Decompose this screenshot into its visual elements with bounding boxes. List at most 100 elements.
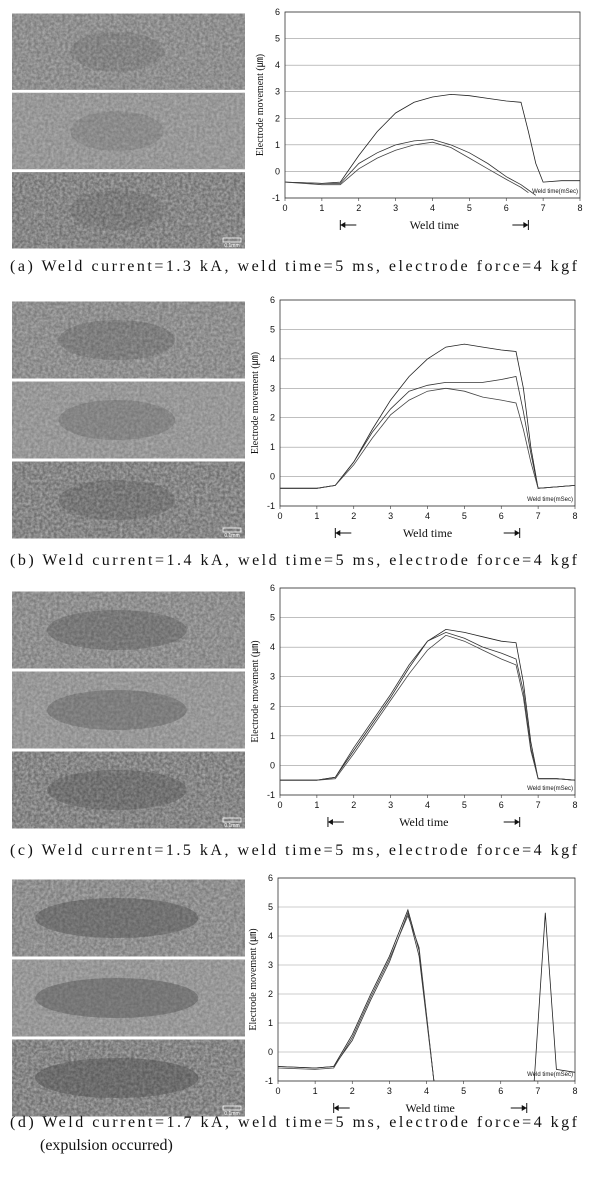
y-tick-label: -1: [272, 193, 280, 203]
series-line: [277, 911, 435, 1082]
x-tick-label: 6: [504, 203, 509, 213]
y-tick-label: 2: [275, 113, 280, 123]
x-tick-label: 2: [356, 203, 361, 213]
micrograph-texture: [12, 461, 245, 539]
y-tick-label: 1: [268, 1018, 273, 1028]
y-tick-label: 6: [275, 7, 280, 17]
scale-bar: [222, 1105, 242, 1111]
y-tick-label: 0: [270, 760, 275, 770]
y-tick-label: 0: [275, 166, 280, 176]
micrograph-texture: [12, 671, 245, 749]
weld-nugget: [58, 480, 176, 520]
series-line: [280, 631, 576, 781]
y-tick-label: 4: [268, 931, 273, 941]
x-tick-label: 4: [425, 800, 430, 810]
x-tick-label: 7: [535, 1086, 540, 1096]
micrograph-texture: [12, 959, 245, 1037]
weld-nugget: [70, 31, 164, 72]
micrograph-texture: [12, 92, 245, 170]
y-tick-label: 6: [270, 583, 275, 593]
micrograph-texture: [12, 13, 245, 90]
x-tick-label: 0: [277, 800, 282, 810]
arrow-head: [521, 1105, 527, 1111]
y-tick-label: 1: [270, 731, 275, 741]
weld-nugget: [46, 690, 187, 730]
arrow-head: [333, 1105, 339, 1111]
x-axis-label: Weld time: [399, 815, 448, 829]
x-tick-label: 2: [350, 1086, 355, 1096]
annotation: Weld time(mSec): [532, 189, 578, 195]
caption: (b) Weld current=1.4 kA, weld time=5 ms,…: [10, 552, 578, 569]
x-tick-label: 3: [388, 511, 393, 521]
weld-nugget: [35, 898, 199, 938]
x-tick-label: 1: [313, 1086, 318, 1096]
weld-nugget: [35, 1058, 199, 1098]
y-tick-label: 0: [270, 472, 275, 482]
arrow-head: [514, 819, 520, 825]
series-line: [284, 93, 580, 184]
x-axis-label: Weld time: [410, 218, 459, 232]
y-tick-label: 5: [275, 34, 280, 44]
x-tick-label: 1: [314, 511, 319, 521]
x-tick-label: 5: [461, 1086, 466, 1096]
plot-frame: [284, 11, 581, 199]
y-tick-label: 4: [275, 60, 280, 70]
caption-note: (expulsion occurred): [40, 1137, 173, 1154]
series-line: [280, 376, 576, 489]
arrow-head: [514, 530, 520, 536]
y-tick-label: 3: [268, 960, 273, 970]
y-tick-label: 0: [268, 1047, 273, 1057]
x-tick-label: 7: [541, 203, 546, 213]
x-tick-label: 4: [430, 203, 435, 213]
micrograph-texture: [12, 879, 245, 957]
scale-bar: [222, 527, 242, 533]
y-tick-label: 4: [270, 642, 275, 652]
arrow-head: [340, 222, 346, 228]
series-line: [277, 914, 435, 1082]
x-tick-label: 1: [314, 800, 319, 810]
y-tick-label: 6: [268, 873, 273, 883]
x-axis-label: Weld time: [406, 1101, 455, 1115]
y-tick-label: 2: [270, 701, 275, 711]
micrograph-texture: [12, 301, 245, 379]
y-axis-label: Electrode movement (㎛): [250, 640, 261, 742]
x-tick-label: 5: [467, 203, 472, 213]
micrograph-texture: [12, 591, 245, 669]
series-line: [284, 141, 529, 194]
x-tick-label: 6: [498, 1086, 503, 1096]
x-tick-label: 2: [351, 800, 356, 810]
x-tick-label: 3: [393, 203, 398, 213]
y-tick-label: 3: [270, 672, 275, 682]
x-tick-label: 2: [351, 511, 356, 521]
caption: (c) Weld current=1.5 kA, weld time=5 ms,…: [10, 842, 578, 859]
caption: (a) Weld current=1.3 kA, weld time=5 ms,…: [10, 258, 578, 275]
scale-bar: [222, 817, 242, 823]
series-line: [280, 634, 576, 781]
weld-nugget: [46, 610, 187, 650]
plot-frame: [277, 877, 576, 1082]
x-tick-label: 0: [277, 511, 282, 521]
x-tick-label: 6: [499, 511, 504, 521]
scale-label: 0.1mm: [224, 243, 239, 249]
series-line: [280, 628, 576, 781]
x-axis-label: Weld time: [403, 526, 452, 540]
y-axis-label: Electrode movement (㎛): [255, 54, 266, 156]
annotation: Weld time(mSec): [527, 497, 573, 503]
x-tick-label: 0: [275, 1086, 280, 1096]
x-tick-label: 8: [572, 511, 577, 521]
y-tick-label: 2: [268, 989, 273, 999]
y-tick-label: 5: [268, 902, 273, 912]
annotation: Weld time(mSec): [527, 786, 573, 792]
y-axis-label: Electrode movement (㎛): [250, 352, 261, 454]
plot-frame: [279, 587, 576, 796]
series-line: [284, 139, 537, 196]
arrow-head: [335, 530, 341, 536]
y-tick-label: -1: [267, 790, 275, 800]
weld-nugget: [70, 190, 164, 231]
y-tick-label: -1: [265, 1076, 273, 1086]
weld-nugget: [35, 978, 199, 1018]
scale-bar: [222, 237, 242, 243]
annotation: Weld time(mSec): [527, 1072, 573, 1078]
scale-label: 0.1mm: [224, 1111, 239, 1117]
